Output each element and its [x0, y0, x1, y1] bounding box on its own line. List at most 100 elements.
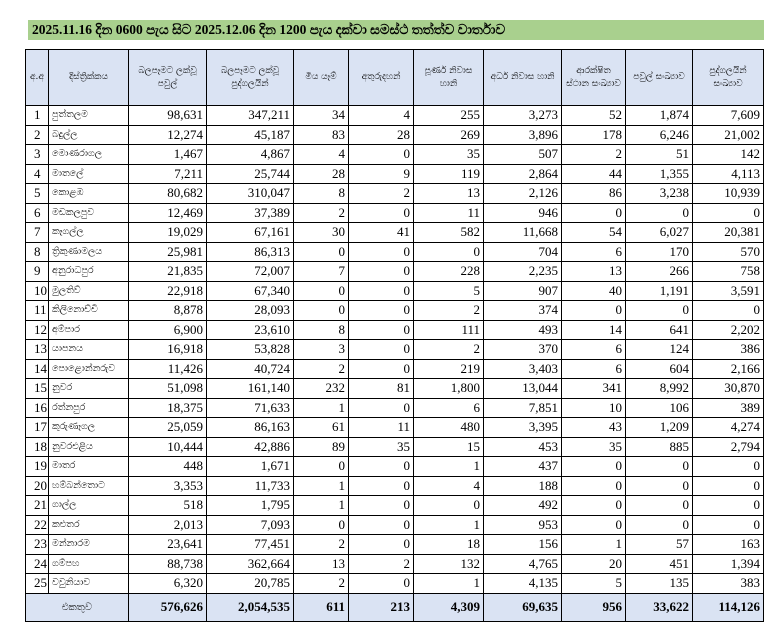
value-cell: 51,098 [128, 378, 207, 399]
table-row: 17 කුරුණෑගල 25,059 86,163 61 11 480 3,395 43 1,20… [25, 417, 764, 438]
value-cell: 86,313 [206, 241, 294, 262]
value-cell: 23,641 [128, 534, 207, 555]
value-cell: 341 [561, 378, 626, 399]
district-cell: මාතලේ [48, 163, 129, 184]
value-cell: 170 [625, 241, 693, 262]
value-cell: 907 [483, 280, 562, 301]
value-cell: 0 [561, 475, 626, 496]
serial-cell: 3 [25, 144, 49, 165]
value-cell: 51 [625, 144, 693, 165]
value-cell: 18 [413, 534, 484, 555]
value-cell: 142 [692, 144, 764, 165]
table-row: 22 කළුතර 2,013 7,093 0 0 1 953 0 0 0 [25, 514, 764, 535]
value-cell: 13,044 [483, 378, 562, 399]
district-cell: මාතර [48, 456, 129, 477]
value-cell: 3,896 [483, 124, 562, 145]
serial-cell: 20 [25, 475, 49, 496]
value-cell: 2,864 [483, 163, 562, 184]
value-cell: 582 [413, 222, 484, 243]
value-cell: 7,851 [483, 397, 562, 418]
value-cell: 1 [413, 573, 484, 594]
value-cell: 124 [625, 339, 693, 360]
value-cell: 1 [413, 514, 484, 535]
value-cell: 4,867 [206, 144, 294, 165]
value-cell: 6,027 [625, 222, 693, 243]
district-cell: කිලිනොච්චි [48, 300, 129, 321]
value-cell: 453 [483, 436, 562, 457]
value-cell: 11 [413, 202, 484, 223]
table-row: 20 හම්බන්තොට 3,353 11,733 1 0 4 188 0 0 0 [25, 475, 764, 496]
value-cell: 0 [348, 339, 414, 360]
value-cell: 480 [413, 417, 484, 438]
total-cell: 213 [348, 592, 414, 622]
value-cell: 1 [561, 534, 626, 555]
value-cell: 1 [293, 475, 349, 496]
value-cell: 1,355 [625, 163, 693, 184]
value-cell: 1,467 [128, 144, 207, 165]
value-cell: 12,274 [128, 124, 207, 145]
header-affected-persons: බලපෑමට ලක්වූ පුද්ගලයින් [206, 49, 294, 106]
serial-cell: 10 [25, 280, 49, 301]
district-cell: නුවර [48, 378, 129, 399]
value-cell: 2,166 [692, 358, 764, 379]
value-cell: 20,785 [206, 573, 294, 594]
value-cell: 135 [625, 573, 693, 594]
value-cell: 35 [561, 436, 626, 457]
district-cell: නුවරඑළිය [48, 436, 129, 457]
value-cell: 2 [348, 553, 414, 574]
table-row: 6 මඩකලපුව 12,469 37,389 2 0 11 946 0 0 0 [25, 202, 764, 223]
value-cell: 89 [293, 436, 349, 457]
value-cell: 5 [561, 573, 626, 594]
district-cell: අම්පාර [48, 319, 129, 340]
header-deaths: මිය යෑම් [293, 49, 349, 106]
total-cell: 33,622 [625, 592, 693, 622]
value-cell: 437 [483, 456, 562, 477]
value-cell: 0 [348, 456, 414, 477]
value-cell: 604 [625, 358, 693, 379]
value-cell: 20 [561, 553, 626, 574]
value-cell: 52 [561, 105, 626, 126]
value-cell: 219 [413, 358, 484, 379]
value-cell: 11,426 [128, 358, 207, 379]
value-cell: 310,047 [206, 183, 294, 204]
value-cell: 4 [348, 105, 414, 126]
value-cell: 0 [348, 397, 414, 418]
value-cell: 2 [293, 573, 349, 594]
value-cell: 0 [348, 202, 414, 223]
value-cell: 8,992 [625, 378, 693, 399]
value-cell: 0 [348, 475, 414, 496]
value-cell: 0 [348, 495, 414, 516]
value-cell: 0 [293, 280, 349, 301]
value-cell: 2,013 [128, 514, 207, 535]
value-cell: 61 [293, 417, 349, 438]
value-cell: 77,451 [206, 534, 294, 555]
header-safe-locations: ආරක්ෂිත ස්ථාන සංඛ්‍යාව [561, 49, 626, 106]
value-cell: 86,163 [206, 417, 294, 438]
value-cell: 6,320 [128, 573, 207, 594]
value-cell: 25,059 [128, 417, 207, 438]
value-cell: 266 [625, 261, 693, 282]
value-cell: 0 [293, 241, 349, 262]
district-cell: හම්බන්තොට [48, 475, 129, 496]
value-cell: 28 [348, 124, 414, 145]
value-cell: 0 [625, 514, 693, 535]
value-cell: 6 [413, 397, 484, 418]
value-cell: 0 [625, 456, 693, 477]
value-cell: 188 [483, 475, 562, 496]
header-family-count: පවුල් සංඛ්‍යාව [625, 49, 693, 106]
value-cell: 8,878 [128, 300, 207, 321]
value-cell: 11 [348, 417, 414, 438]
value-cell: 83 [293, 124, 349, 145]
value-cell: 67,340 [206, 280, 294, 301]
serial-cell: 15 [25, 378, 49, 399]
serial-cell: 18 [25, 436, 49, 457]
value-cell: 0 [692, 514, 764, 535]
table-row: 19 මාතර 448 1,671 0 0 1 437 0 0 0 [25, 456, 764, 477]
value-cell: 492 [483, 495, 562, 516]
value-cell: 0 [348, 534, 414, 555]
value-cell: 0 [293, 300, 349, 321]
value-cell: 1,191 [625, 280, 693, 301]
table-row: 9 අනුරාධපුර 21,835 72,007 7 0 228 2,235 13 266 758 [25, 261, 764, 282]
value-cell: 30,870 [692, 378, 764, 399]
value-cell: 35 [413, 144, 484, 165]
